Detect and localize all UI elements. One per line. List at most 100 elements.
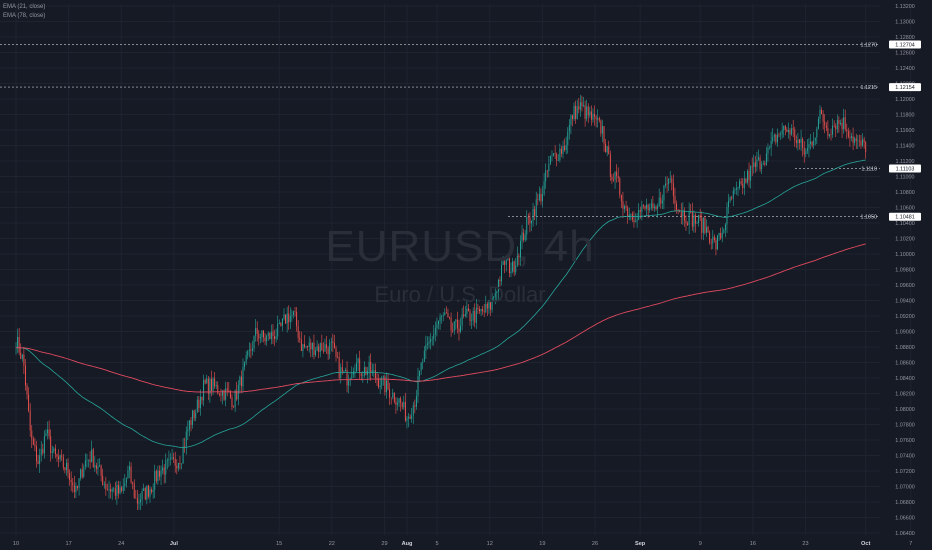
candle (799, 138, 800, 150)
x-tick-label: 15 (276, 541, 282, 547)
candle (340, 363, 342, 384)
candle (665, 176, 666, 189)
candle (466, 299, 468, 318)
x-tick-label: 23 (802, 541, 808, 547)
candle (330, 337, 332, 352)
candle (127, 465, 129, 479)
candle (663, 184, 665, 210)
candle (226, 382, 228, 397)
candle (203, 374, 205, 407)
level-price-text: 1.11103 (896, 167, 915, 173)
candle (40, 441, 42, 462)
candle (65, 458, 67, 476)
candle (608, 140, 610, 155)
candle (540, 188, 542, 205)
candle (735, 181, 737, 195)
candle (685, 215, 687, 231)
candle (586, 99, 588, 122)
candle (628, 207, 630, 221)
candle (81, 463, 83, 479)
candle (239, 375, 241, 394)
candle (278, 319, 280, 325)
candle (356, 354, 357, 372)
candle (304, 335, 305, 349)
candle (806, 139, 808, 154)
candle (385, 372, 387, 399)
candle (354, 364, 356, 378)
candle (832, 118, 834, 138)
candle (805, 148, 807, 158)
candle (748, 162, 750, 188)
candle (34, 437, 36, 452)
candle (288, 305, 290, 330)
candle (158, 465, 160, 481)
candle (706, 219, 707, 237)
candle (132, 481, 134, 490)
candle (808, 137, 810, 158)
candle (357, 357, 359, 371)
candle (136, 489, 138, 511)
candle (198, 396, 200, 412)
candle (453, 321, 455, 335)
candle (266, 334, 268, 346)
candle (160, 465, 162, 485)
candle (814, 137, 816, 146)
candle (154, 464, 156, 499)
candle (179, 455, 181, 470)
candle (467, 303, 469, 312)
candle (280, 322, 282, 327)
y-tick-label: 1.08200 (895, 392, 915, 398)
candle (860, 134, 862, 149)
candle (707, 225, 709, 233)
candle (51, 445, 53, 459)
candle (37, 454, 39, 465)
level-price-tag (889, 40, 921, 49)
horizontal-levels[interactable] (0, 44, 880, 218)
candle (436, 317, 438, 337)
candle (54, 444, 56, 459)
candle (26, 383, 28, 400)
level-label: 1.1270 (861, 42, 878, 48)
candle (516, 246, 518, 268)
candle (469, 308, 471, 326)
legend-ema21[interactable]: EMA (21, close) (3, 4, 46, 10)
candle (548, 155, 550, 178)
candle (786, 127, 788, 133)
candle (255, 319, 257, 342)
indicator-legend: EMA (21, close) EMA (78, close) (3, 3, 45, 21)
candle (841, 118, 843, 139)
level-price-text: 1.12704 (895, 42, 915, 48)
candle (583, 97, 584, 108)
candle (515, 258, 517, 275)
candle (751, 157, 753, 177)
x-tick-label: 17 (66, 541, 72, 547)
x-tick-label: 7 (909, 541, 912, 547)
candle (858, 134, 860, 147)
candle (460, 317, 462, 334)
candle (99, 458, 101, 467)
candle (553, 153, 555, 157)
candle (56, 453, 58, 462)
y-tick-label: 1.06400 (895, 531, 915, 537)
candle (59, 454, 61, 463)
candle (646, 198, 648, 217)
candle (589, 106, 591, 118)
candle (650, 198, 652, 211)
candle (507, 253, 509, 261)
legend-ema78[interactable]: EMA (78, close) (3, 13, 46, 19)
candle (438, 320, 439, 330)
candle (362, 371, 364, 383)
candle (105, 476, 107, 496)
candle (852, 127, 854, 151)
candle (149, 486, 151, 503)
time-axis[interactable]: 10 17 24 Jul 15 22 29 Aug 5 12 19 26 Sep 9 16 23 Oct 7 (13, 541, 912, 547)
candle (655, 205, 657, 211)
candle (155, 469, 157, 484)
candle (772, 128, 774, 144)
candle (240, 370, 242, 394)
candle (390, 397, 392, 405)
candle (504, 257, 506, 274)
candle (121, 485, 123, 493)
candle (286, 307, 288, 333)
